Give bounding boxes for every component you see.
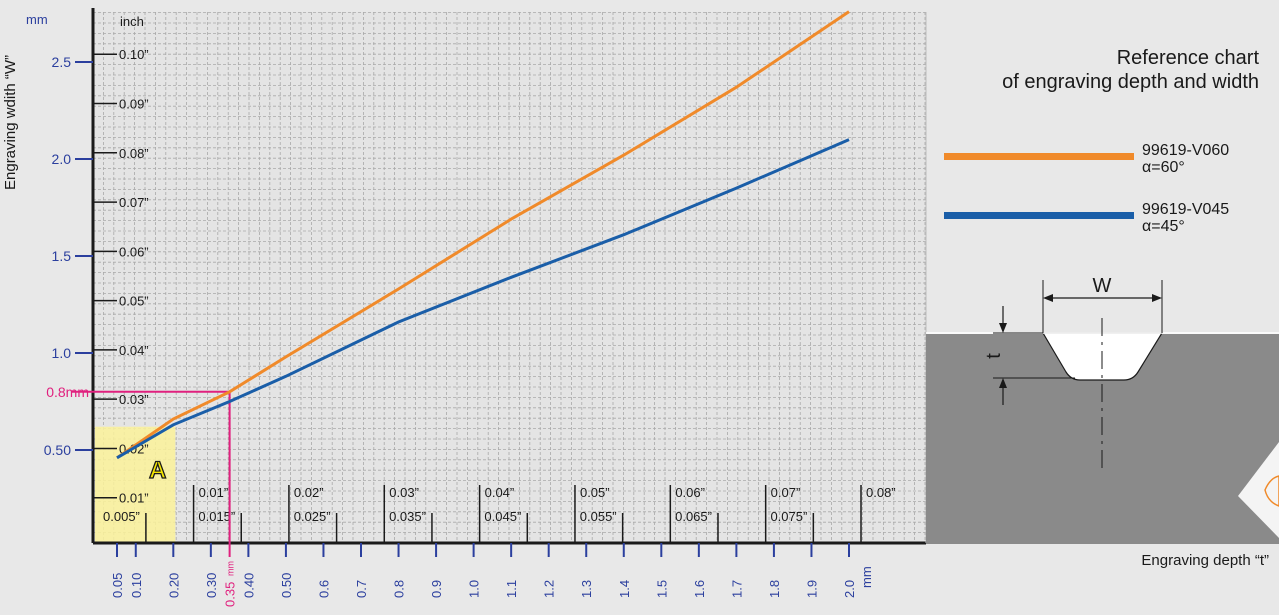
y-unit-inch-label: inch (120, 14, 144, 29)
y-tick-label-mm: 0.50 (44, 442, 71, 458)
x-tick-label-mm: 1.7 (729, 580, 744, 598)
t-arrow-bottom (999, 378, 1007, 388)
y-tick-label-inch: 0.03” (119, 392, 149, 407)
w-arrow-left (1043, 294, 1053, 302)
x-tick-label-inch-upper: 0.06” (675, 485, 705, 500)
x-tick-label-inch-upper: 0.02” (294, 485, 324, 500)
legend-sub-v045: α=45° (1142, 218, 1185, 235)
x-tick-label-mm: 0.30 (204, 573, 219, 598)
y-tick-label-inch: 0.06” (119, 244, 149, 259)
x-tick-label-inch-upper: 0.08” (866, 485, 896, 500)
x-tick-label-mm: 1.9 (804, 580, 819, 598)
y-tick-label-inch: 0.05” (119, 294, 149, 309)
chart-title-block: Reference chart of engraving depth and w… (1002, 46, 1259, 94)
x-axis-label: Engraving depth “t” (1141, 552, 1269, 569)
x-tick-label-mm: 0.10 (129, 573, 144, 598)
x-tick-label-mm: 0.40 (241, 573, 256, 598)
x-tick-label-inch-lower: 0.005” (103, 509, 140, 524)
x-tick-label-mm: 1.2 (542, 580, 557, 598)
annotation-x-label: 0.35 (223, 582, 238, 607)
x-tick-label-inch-upper: 0.01” (199, 485, 229, 500)
x-tick-label-inch-upper: 0.03” (389, 485, 419, 500)
legend-label-v045: 99619-V045 (1142, 201, 1230, 218)
x-tick-label-mm: 0.9 (429, 580, 444, 598)
x-tick-label-inch-lower: 0.075” (770, 509, 807, 524)
x-tick-label-mm: 1.4 (617, 580, 632, 598)
y-tick-label-mm: 2.0 (52, 151, 72, 167)
y-tick-label-inch: 0.08” (119, 146, 149, 161)
y-tick-label-mm: 1.0 (52, 345, 72, 361)
chart-title: Reference chart (1116, 47, 1259, 69)
y-tick-label-inch: 0.10” (119, 47, 149, 62)
y-unit-mm-label: mm (26, 12, 48, 27)
y-axis-label: Engraving wdith “W” (2, 54, 19, 190)
x-tick-label-mm: 1.5 (654, 580, 669, 598)
x-tick-label-mm: 0.50 (279, 573, 294, 598)
x-unit-mm-label: mm (859, 566, 874, 588)
annotation-y-label: 0.8mm (46, 384, 89, 400)
corner-icon (1264, 475, 1279, 507)
x-tick-label-inch-lower: 0.015” (198, 509, 235, 524)
y-tick-label-inch: 0.01” (119, 491, 149, 506)
t-arrow-top (999, 323, 1007, 333)
y-tick-label-inch: 0.09” (119, 97, 149, 112)
x-tick-label-mm: 0.8 (392, 580, 407, 598)
legend-swatch-blue (944, 212, 1134, 219)
x-tick-label-inch-lower: 0.025” (294, 509, 331, 524)
x-tick-label-mm: 1.0 (467, 580, 482, 598)
x-tick-label-inch-upper: 0.04” (485, 485, 515, 500)
series-line-v060 (116, 10, 850, 460)
highlight-zone-label: A (149, 457, 166, 484)
y-tick-label-mm: 1.5 (52, 248, 72, 264)
x-tick-label-inch-lower: 0.035” (389, 509, 426, 524)
x-tick-label-mm: 2.0 (842, 580, 857, 598)
corner-tab (1238, 442, 1279, 538)
y-tick-label-inch: 0.07” (119, 195, 149, 210)
legend-swatch-orange (944, 153, 1134, 160)
chart-subtitle: of engraving depth and width (1002, 71, 1259, 93)
x-tick-label-inch-upper: 0.05” (580, 485, 610, 500)
x-tick-label-mm: 1.3 (579, 580, 594, 598)
x-tick-label-mm: 0.6 (316, 580, 331, 598)
x-tick-label-mm: 1.8 (767, 580, 782, 598)
x-tick-label-mm: 1.6 (692, 580, 707, 598)
y-tick-label-inch: 0.04” (119, 343, 149, 358)
series-line-v045 (116, 138, 850, 460)
x-tick-label-mm: 0.7 (354, 580, 369, 598)
y-tick-label-mm: 2.5 (52, 54, 72, 70)
x-tick-label-inch-lower: 0.055” (580, 509, 617, 524)
legend-label-v060: 99619-V060 (1142, 142, 1230, 159)
x-tick-label-mm: 1.1 (504, 580, 519, 598)
x-tick-label-inch-lower: 0.045” (484, 509, 521, 524)
x-tick-label-mm: 0.05 (110, 573, 125, 598)
w-label: W (1093, 275, 1112, 297)
legend-sub-v060: α=60° (1142, 159, 1185, 176)
w-arrow-right (1152, 294, 1162, 302)
x-tick-label-inch-lower: 0.065” (675, 509, 712, 524)
x-tick-label-inch-upper: 0.07” (771, 485, 801, 500)
t-label: t (983, 353, 1005, 359)
x-tick-label-mm: 0.20 (166, 573, 181, 598)
annotation-x-unit: mm (226, 561, 236, 576)
